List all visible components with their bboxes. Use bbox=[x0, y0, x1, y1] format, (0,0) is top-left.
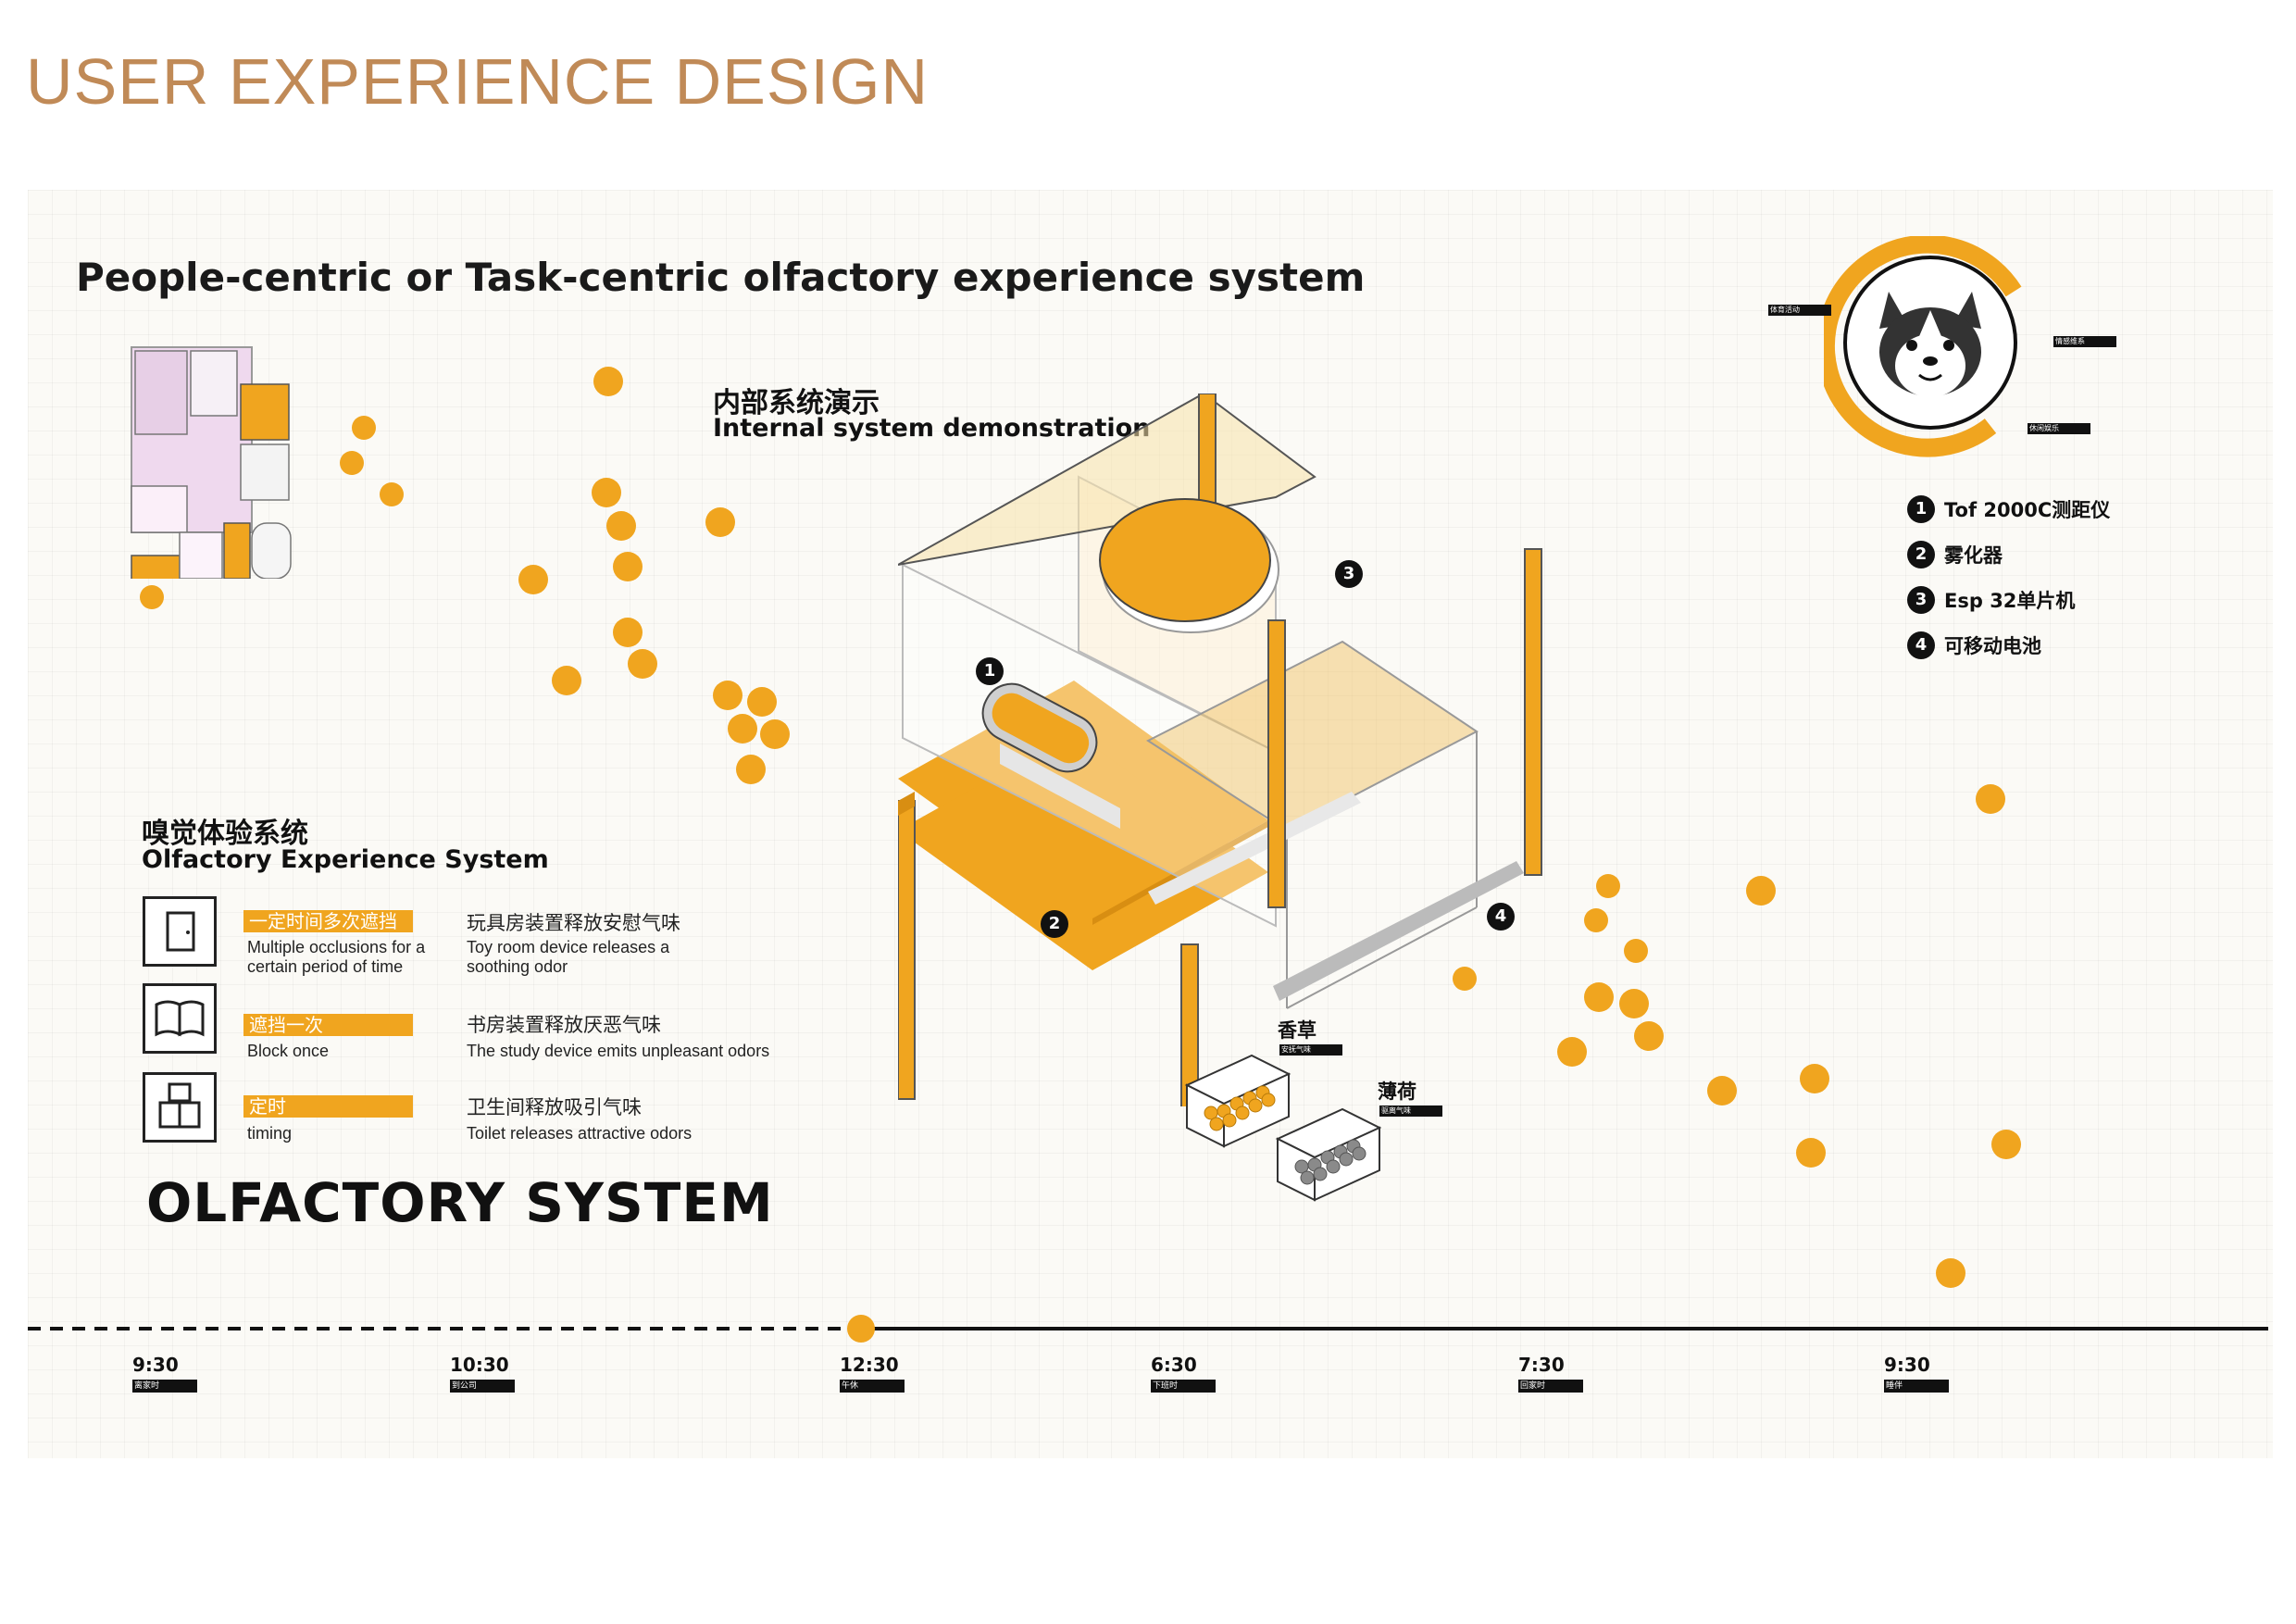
time-1: 9:30 bbox=[132, 1354, 179, 1376]
scent-boxes bbox=[1184, 1054, 1382, 1202]
timeline-line bbox=[28, 1315, 2268, 1343]
legend-en-1: Multiple occlusions for a certain period… bbox=[247, 938, 426, 976]
callout-1: 1 bbox=[976, 657, 1004, 685]
legend-tag-3: 定时 bbox=[243, 1095, 413, 1118]
time-6: 9:30 bbox=[1884, 1354, 1930, 1376]
component-3-label: Esp 32单片机 bbox=[1944, 590, 2076, 612]
component-2-label: 雾化器 bbox=[1944, 544, 2003, 567]
door-icon-box bbox=[143, 896, 217, 967]
callout-3: 3 bbox=[1335, 560, 1363, 588]
device-illustration bbox=[898, 394, 1542, 1106]
toilet-icon-box bbox=[143, 1072, 217, 1143]
legend-desc-cn-1: 玩具房装置释放安慰气味 bbox=[467, 912, 680, 934]
olfactory-en-title: Olfactory Experience System bbox=[142, 845, 549, 874]
time-3: 12:30 bbox=[840, 1354, 899, 1376]
olfactory-cn-title: 嗅觉体验系统 bbox=[142, 818, 308, 850]
legend-en-2: Block once bbox=[247, 1042, 330, 1060]
internal-en-title: Internal system demonstration bbox=[713, 414, 1151, 443]
time-tag-1: 离家时 bbox=[132, 1380, 197, 1393]
page-title: USER EXPERIENCE DESIGN bbox=[26, 45, 929, 118]
legend-desc-en-2: The study device emits unpleasant odors bbox=[467, 1042, 770, 1060]
component-1: 1 Tof 2000C测距仪 bbox=[1907, 495, 2110, 523]
door-icon bbox=[166, 911, 195, 952]
ring-label-leisure: 休闲娱乐 bbox=[2028, 423, 2090, 434]
time-tag-2: 到公司 bbox=[450, 1380, 515, 1393]
component-4-num: 4 bbox=[1907, 631, 1935, 659]
legend-en-3: timing bbox=[247, 1124, 293, 1143]
time-tag-5: 回家时 bbox=[1518, 1380, 1583, 1393]
poster-board: People-centric or Task-centric olfactory… bbox=[28, 190, 2273, 1458]
olfactory-system-title: OLFACTORY SYSTEM bbox=[146, 1171, 774, 1234]
time-5: 7:30 bbox=[1518, 1354, 1565, 1376]
ring-label-emotion: 情感维系 bbox=[2053, 336, 2116, 347]
time-4: 6:30 bbox=[1151, 1354, 1197, 1376]
time-tag-6: 睡伴 bbox=[1884, 1380, 1949, 1393]
time-tag-4: 下班时 bbox=[1151, 1380, 1216, 1393]
book-icon-box bbox=[143, 983, 217, 1054]
ring-label-sports: 体育活动 bbox=[1768, 305, 1831, 316]
legend-desc-cn-2: 书房装置释放厌恶气味 bbox=[467, 1014, 661, 1036]
time-2: 10:30 bbox=[450, 1354, 509, 1376]
legend-tag-2: 遮挡一次 bbox=[243, 1014, 413, 1036]
callout-2: 2 bbox=[1041, 910, 1068, 938]
legend-desc-en-1: Toy room device releases a soothing odor bbox=[467, 938, 670, 976]
component-2: 2 雾化器 bbox=[1907, 541, 2003, 568]
component-1-num: 1 bbox=[1907, 495, 1935, 523]
vanilla-title: 香草 bbox=[1278, 1019, 1316, 1042]
component-4-label: 可移动电池 bbox=[1944, 635, 2041, 657]
callout-4: 4 bbox=[1487, 903, 1515, 931]
toilet-icon bbox=[158, 1082, 201, 1129]
time-tag-3: 午休 bbox=[840, 1380, 905, 1393]
internal-cn-title: 内部系统演示 bbox=[713, 387, 880, 419]
component-3: 3 Esp 32单片机 bbox=[1907, 586, 2075, 614]
mint-title: 薄荷 bbox=[1378, 1081, 1416, 1103]
scent-dots bbox=[140, 367, 2021, 1288]
floor-plan bbox=[131, 346, 292, 579]
mint-tag: 驱离气味 bbox=[1379, 1106, 1442, 1117]
main-heading: People-centric or Task-centric olfactory… bbox=[76, 255, 1366, 300]
legend-desc-cn-3: 卫生间释放吸引气味 bbox=[467, 1096, 642, 1118]
vanilla-tag: 安抚气味 bbox=[1279, 1044, 1342, 1056]
dog-avatar-ring bbox=[1824, 236, 2022, 457]
component-1-label: Tof 2000C测距仪 bbox=[1944, 499, 2111, 521]
component-4: 4 可移动电池 bbox=[1907, 631, 2041, 659]
component-3-num: 3 bbox=[1907, 586, 1935, 614]
legend-desc-en-3: Toilet releases attractive odors bbox=[467, 1124, 693, 1143]
book-icon bbox=[155, 1000, 205, 1037]
component-2-num: 2 bbox=[1907, 541, 1935, 568]
legend-tag-1: 一定时间多次遮挡 bbox=[243, 910, 413, 932]
